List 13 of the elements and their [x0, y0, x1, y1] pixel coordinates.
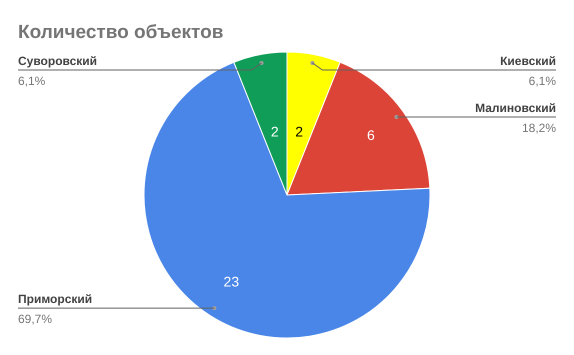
text: 6,1%: [528, 74, 556, 88]
text: 69,7%: [18, 312, 52, 326]
data-label: 2: [270, 124, 279, 140]
slice-label: Приморский: [18, 292, 92, 306]
slice-label: Малиновский: [475, 101, 556, 116]
data-label: 2: [295, 124, 304, 140]
text: 6,1%: [18, 74, 46, 88]
data-label: 23: [224, 274, 240, 290]
slice-label: Суворовский: [18, 54, 98, 68]
data-label: 6: [366, 127, 375, 144]
slice-label: Киевский: [500, 54, 556, 68]
chart-title: Количество объектов: [18, 22, 224, 43]
text: 18,2%: [522, 121, 556, 136]
